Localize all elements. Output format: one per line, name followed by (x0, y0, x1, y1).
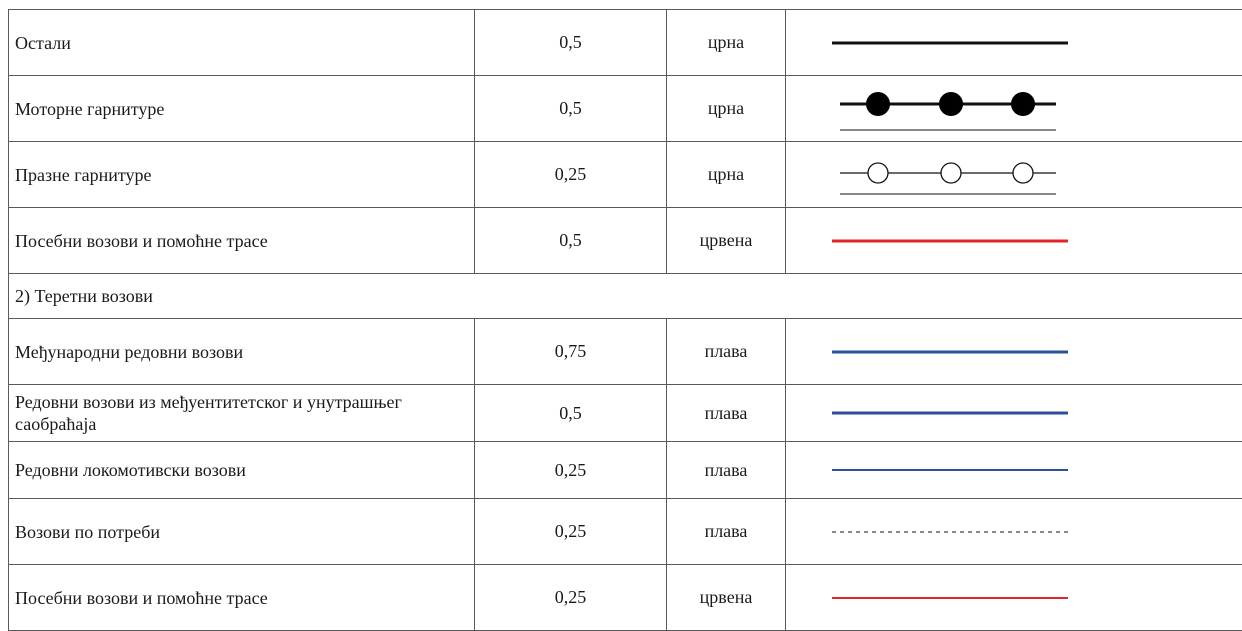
train-type-label: Моторне гарнитуре (9, 76, 475, 142)
line-symbol (786, 499, 1242, 565)
train-type-label: Посебни возови и помоћне трасе (9, 208, 475, 274)
train-type-label: Посебни возови и помоћне трасе (9, 565, 475, 631)
line-width-value: 0,25 (475, 499, 667, 565)
train-type-label: Возови по потреби (9, 499, 475, 565)
table-row: Посебни возови и помоћне трасе 0,25 црве… (9, 565, 1242, 631)
table-row: Редовни возови из међуентитетског и унут… (9, 385, 1242, 442)
line-color-value: црна (667, 10, 786, 76)
open-circle-line-symbol (786, 142, 1242, 207)
train-line-legend-table: Остали 0,5 црна Моторне гарнитуре 0,5 цр… (8, 9, 1242, 631)
freight-section-title: 2) Теретни возови (9, 274, 1242, 319)
line-symbol (786, 319, 1242, 385)
line-width-value: 0,25 (475, 442, 667, 499)
line-width-value: 0,25 (475, 565, 667, 631)
line-symbol (786, 565, 1242, 631)
line-width-value: 0,75 (475, 319, 667, 385)
line-color-value: плава (667, 385, 786, 442)
table-row: Празне гарнитуре 0,25 црна (9, 142, 1242, 208)
line-width-value: 0,5 (475, 385, 667, 442)
table-row: Међународни редовни возови 0,75 плава (9, 319, 1242, 385)
red-line-symbol (786, 208, 1242, 273)
table-row: Редовни локомотивски возови 0,25 плава (9, 442, 1242, 499)
table-row: Моторне гарнитуре 0,5 црна (9, 76, 1242, 142)
train-type-label: Празне гарнитуре (9, 142, 475, 208)
train-type-label: Редовни возови из међуентитетског и унут… (9, 385, 475, 442)
line-symbol (786, 385, 1242, 442)
filled-circle-line-symbol (786, 76, 1242, 141)
blue-line-symbol (786, 385, 1242, 441)
solid-line-symbol (786, 10, 1242, 75)
table-section-header: 2) Теретни возови (9, 274, 1242, 319)
line-color-value: црна (667, 142, 786, 208)
blue-line-symbol (786, 319, 1242, 384)
train-type-label: Међународни редовни возови (9, 319, 475, 385)
line-symbol (786, 442, 1242, 499)
dashed-line-symbol (786, 499, 1242, 564)
line-color-value: црна (667, 76, 786, 142)
line-color-value: црвена (667, 565, 786, 631)
table-row: Остали 0,5 црна (9, 10, 1242, 76)
table-row: Возови по потреби 0,25 плава (9, 499, 1242, 565)
line-width-value: 0,5 (475, 76, 667, 142)
line-color-value: плава (667, 499, 786, 565)
line-color-value: плава (667, 442, 786, 499)
train-type-label: Редовни локомотивски возови (9, 442, 475, 499)
line-symbol (786, 142, 1242, 208)
line-symbol (786, 208, 1242, 274)
line-width-value: 0,5 (475, 208, 667, 274)
line-width-value: 0,5 (475, 10, 667, 76)
line-symbol (786, 10, 1242, 76)
line-symbol (786, 76, 1242, 142)
line-color-value: црвена (667, 208, 786, 274)
red-line-symbol (786, 565, 1242, 630)
line-color-value: плава (667, 319, 786, 385)
blue-thin-line-symbol (786, 442, 1242, 498)
train-type-label: Остали (9, 10, 475, 76)
table-row: Посебни возови и помоћне трасе 0,5 црвен… (9, 208, 1242, 274)
line-width-value: 0,25 (475, 142, 667, 208)
